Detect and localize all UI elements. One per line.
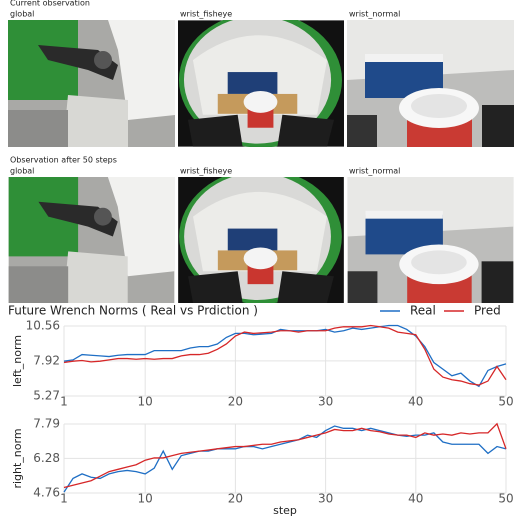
view-label: wrist_normal [349, 167, 400, 176]
x-tick-label: 20 [228, 492, 243, 506]
y-tick-label: 7.92 [33, 353, 60, 367]
x-tick-label: 40 [408, 395, 423, 409]
data-line [63, 324, 507, 388]
y-tick-label: 5.27 [33, 389, 60, 403]
camera-image [8, 177, 175, 303]
y-tick-label: 10.56 [26, 319, 60, 333]
y-axis-label: right_norm [11, 428, 24, 488]
legend-label: Real [410, 304, 436, 318]
x-tick-label: 20 [228, 395, 243, 409]
charts: Future Wrench Norms ( Real vs Prdiction … [8, 304, 514, 518]
data-line [63, 425, 507, 493]
view-label: wrist_normal [349, 10, 400, 19]
view-label: global [10, 167, 34, 176]
panel-title: Current observation [10, 0, 90, 8]
x-tick-label: 40 [408, 492, 423, 506]
y-axis-label: left_norm [11, 335, 24, 387]
view-label: wrist_fisheye [180, 167, 232, 176]
x-tick-label: 50 [498, 492, 513, 506]
y-tick-label: 7.79 [33, 417, 60, 431]
camera-image [178, 177, 344, 303]
chart-title: Future Wrench Norms ( Real vs Prdiction … [8, 304, 258, 318]
x-tick-label: 1 [60, 395, 68, 409]
camera-image [347, 177, 514, 303]
x-tick-label: 50 [498, 395, 513, 409]
data-line [63, 324, 507, 386]
view-label: wrist_fisheye [180, 10, 232, 19]
x-tick-label: 30 [318, 395, 333, 409]
x-tick-label: 30 [318, 492, 333, 506]
x-axis-label: step [273, 504, 297, 517]
camera-image [8, 20, 175, 147]
y-tick-label: 4.76 [33, 486, 60, 500]
camera-image [347, 20, 514, 147]
camera-image [178, 20, 344, 147]
x-tick-label: 10 [138, 395, 153, 409]
x-tick-label: 10 [138, 492, 153, 506]
x-tick-label: 1 [60, 492, 68, 506]
panel-title: Observation after 50 steps [10, 156, 117, 165]
y-tick-label: 6.28 [33, 451, 60, 465]
view-label: global [10, 10, 34, 19]
legend-label: Pred [474, 304, 501, 318]
data-line [63, 422, 507, 489]
